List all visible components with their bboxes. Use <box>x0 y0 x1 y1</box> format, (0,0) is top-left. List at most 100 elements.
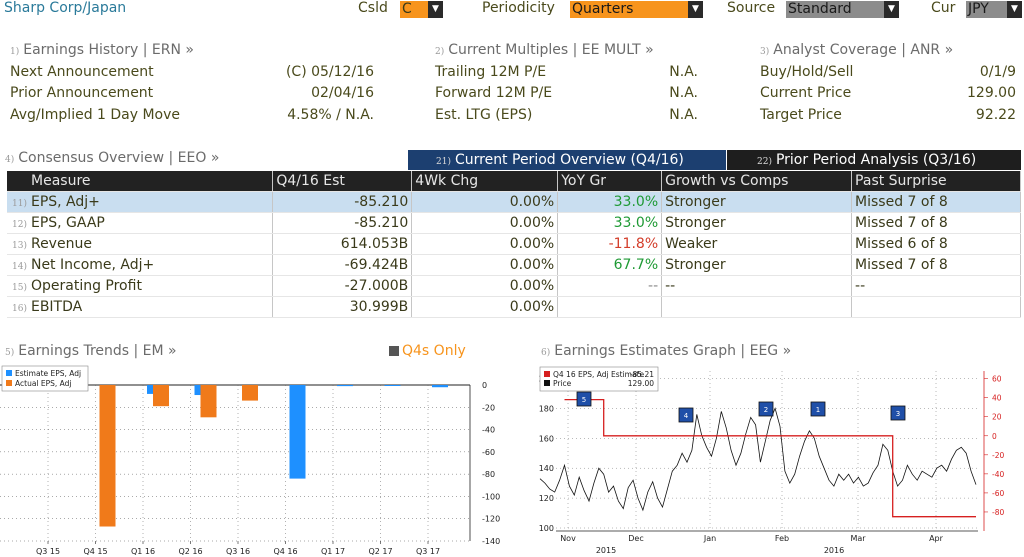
table-cell: 11) EPS, Adj+ <box>7 191 274 213</box>
table-cell: 16) EBITDA <box>7 296 274 318</box>
csld-dropdown[interactable]: C <box>400 1 428 18</box>
table-row[interactable]: 15) Operating Profit -27.000B 0.00% -- -- -- <box>7 275 1021 297</box>
buy-hold-sell-value: 0/1/9 <box>979 64 1016 80</box>
row-4wk-chg: 0.00% <box>509 194 555 210</box>
periodicity-dropdown-arrow-icon[interactable]: ▼ <box>688 1 703 18</box>
table-row[interactable]: 13) Revenue 614.053B 0.00% -11.8% Weaker Misse… <box>7 233 1021 255</box>
csld-dropdown-arrow-icon[interactable]: ▼ <box>428 1 443 18</box>
event-marker-box <box>758 401 774 417</box>
table-cell: Stronger <box>661 254 853 276</box>
tab-prior-period[interactable]: 22) Prior Period Analysis (Q3/16) <box>727 150 1021 170</box>
event-marker-label: 1 <box>816 406 820 414</box>
y-left-tick-label: 180 <box>539 404 554 413</box>
table-row[interactable]: 11) EPS, Adj+ -85.210 0.00% 33.0% Stronger Mis… <box>7 191 1021 213</box>
trailing-pe-label: Trailing 12M P/E <box>435 64 547 80</box>
y-tick-label: 0 <box>482 381 487 390</box>
table-cell: -- <box>557 275 663 297</box>
earnings-trends-chart: 0 -20 -40 -60 -80 -100 -120 -140 Q3 15 Q4 15 Q1 16… <box>0 365 500 556</box>
table-cell: -- <box>661 275 853 297</box>
event-marker-label: 5 <box>582 396 586 404</box>
col-growth-vs-comps[interactable]: Growth vs Comps <box>661 171 853 192</box>
source-dropdown[interactable]: Standard <box>786 1 884 18</box>
row-growth-vs-comps: -- <box>665 278 676 294</box>
prior-announcement-value: 02/04/16 <box>311 85 374 101</box>
row-4wk-chg: 0.00% <box>509 257 555 273</box>
table-row[interactable]: 16) EBITDA 30.999B 0.00% <box>7 296 1021 318</box>
x-tick-label: Q3 15 <box>36 547 60 556</box>
x-tick-label: Q1 16 <box>131 547 155 556</box>
earnings-history-link[interactable]: 1) Earnings History | ERN » <box>10 42 194 58</box>
event-marker-label: 3 <box>896 410 900 418</box>
row-measure: Revenue <box>30 236 92 252</box>
table-cell: Stronger <box>661 191 853 213</box>
analyst-coverage-num: 3) <box>760 47 770 57</box>
event-marker-label: 4 <box>684 412 689 420</box>
trailing-pe-value: N.A. <box>669 64 698 80</box>
currency-dropdown[interactable]: JPY <box>966 1 1007 18</box>
currency-dropdown-arrow-icon[interactable]: ▼ <box>1007 1 1022 18</box>
eps-estimate-line <box>564 398 976 518</box>
table-cell: -85.210 <box>272 212 413 234</box>
actual-bar <box>200 385 217 418</box>
col-estimate[interactable]: Q4/16 Est <box>272 171 413 192</box>
row-measure: Operating Profit <box>30 278 142 294</box>
q4s-only-toggle[interactable]: Q4s Only <box>389 343 466 359</box>
col-measure[interactable]: Measure <box>7 171 274 192</box>
col-past-surprise[interactable]: Past Surprise <box>851 171 1021 192</box>
avg-move-value: 4.58% / N.A. <box>287 107 374 123</box>
next-announcement-label: Next Announcement <box>10 64 154 80</box>
currency-value: JPY <box>968 1 989 17</box>
table-row[interactable]: 12) EPS, GAAP -85.210 0.00% 33.0% Stronger Mis… <box>7 212 1021 234</box>
event-marker: 4 <box>678 407 694 423</box>
y-right-tick-label: -20 <box>992 451 1004 460</box>
event-marker: 2 <box>758 401 774 417</box>
col-4wk-chg[interactable]: 4Wk Chg <box>411 171 559 192</box>
earnings-trends-title: Earnings Trends | EM » <box>18 343 177 359</box>
x-tick-label: Q2 17 <box>368 547 392 556</box>
event-marker-label: 2 <box>764 406 768 414</box>
consensus-table: Measure Q4/16 Est 4Wk Chg YoY Gr Growth … <box>7 171 1021 318</box>
y-left-tick-label: 120 <box>539 494 554 503</box>
consensus-overview-title: Consensus Overview | EEO » <box>18 150 220 166</box>
table-cell: 0.00% <box>411 212 559 234</box>
consensus-overview-link[interactable]: 4) Consensus Overview | EEO » <box>5 150 219 166</box>
earnings-graph-link[interactable]: 6) Earnings Estimates Graph | EEG » <box>541 343 791 359</box>
row-num: 14) <box>12 262 27 272</box>
row-measure: EPS, GAAP <box>30 215 105 231</box>
x-year-label: 2015 <box>596 546 616 555</box>
current-multiples-link[interactable]: 2) Current Multiples | EE MULT » <box>435 42 654 58</box>
table-cell: Missed 7 of 8 <box>851 212 1021 234</box>
earnings-trends-link[interactable]: 5) Earnings Trends | EM » <box>5 343 177 359</box>
row-growth-vs-comps: Stronger <box>665 257 726 273</box>
table-cell: -11.8% <box>557 233 663 255</box>
event-marker-box <box>576 391 592 407</box>
actual-bar <box>153 385 169 407</box>
trends-legend: Estimate EPS, Adj Actual EPS, Adj <box>1 365 89 392</box>
estimate-bar <box>432 385 448 388</box>
legend-price-last: 129.00 <box>628 379 654 388</box>
row-measure: Net Income, Adj+ <box>30 257 155 273</box>
tab-current-period[interactable]: 21) Current Period Overview (Q4/16) <box>408 150 726 170</box>
y-right-tick-label: -80 <box>992 508 1004 517</box>
col-yoy-gr[interactable]: YoY Gr <box>557 171 663 192</box>
analyst-coverage-link[interactable]: 3) Analyst Coverage | ANR » <box>760 42 953 58</box>
table-cell: 0.00% <box>411 191 559 213</box>
earnings-graph-num: 6) <box>541 348 551 358</box>
y-right-tick-label: -40 <box>992 470 1004 479</box>
source-dropdown-arrow-icon[interactable]: ▼ <box>884 1 899 18</box>
y-tick-label: -100 <box>482 492 500 501</box>
legend-actual-swatch <box>6 380 12 386</box>
event-marker-box <box>810 401 826 417</box>
row-yoy-gr: 33.0% <box>613 215 659 231</box>
row-num: 11) <box>12 199 27 209</box>
y-left-tick-label: 140 <box>539 464 554 473</box>
event-marker: 5 <box>576 391 592 407</box>
event-marker-box <box>678 407 694 423</box>
y-left-tick-label: 160 <box>539 434 554 443</box>
periodicity-dropdown[interactable]: Quarters <box>570 1 688 18</box>
y-right-tick-label: 60 <box>992 375 1002 384</box>
estimate-bar <box>384 385 401 386</box>
table-cell: -85.210 <box>272 191 413 213</box>
earnings-history-title: Earnings History | ERN » <box>23 42 194 58</box>
table-row[interactable]: 14) Net Income, Adj+ -69.424B 0.00% 67.7% Str… <box>7 254 1021 276</box>
